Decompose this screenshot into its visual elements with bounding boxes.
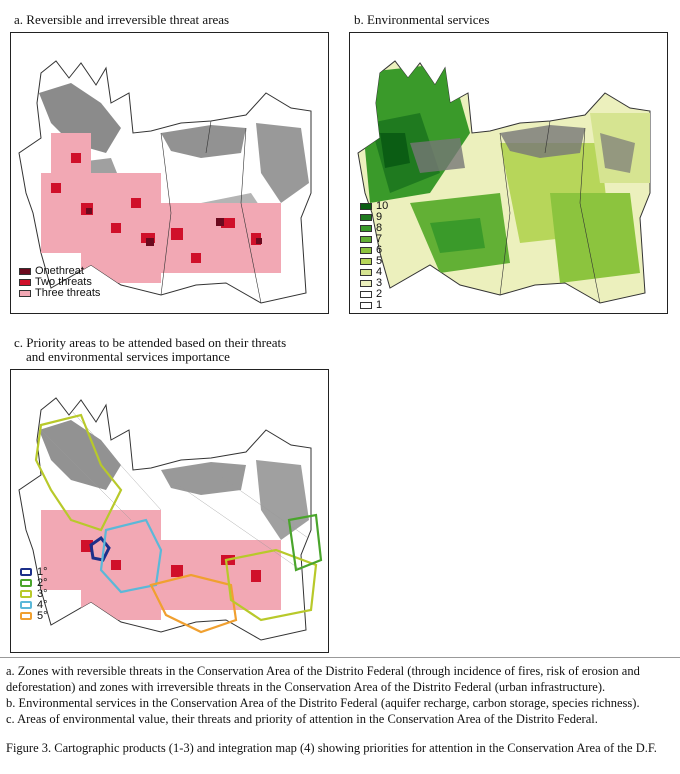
legend-label: 1	[376, 298, 383, 311]
legend-label: 2°	[37, 576, 48, 589]
legend-item: 3	[360, 276, 388, 289]
environmental-services-map[interactable]	[349, 32, 668, 314]
caption-divider	[0, 657, 680, 658]
priority-map[interactable]	[10, 369, 329, 653]
legend-item: 4	[360, 265, 388, 278]
environmental-map-canvas	[357, 60, 651, 304]
legend-swatch	[360, 268, 372, 276]
legend-swatch	[20, 568, 32, 576]
threat-map-canvas	[18, 60, 312, 304]
legend-swatch	[360, 301, 372, 309]
legend-label: Three threats	[35, 286, 101, 299]
caption-a: a. Zones with reversible threats in the …	[6, 664, 640, 694]
legend-item: Two threats	[19, 275, 100, 288]
legend-label: 5	[376, 254, 383, 267]
legend-item: 4°	[20, 598, 48, 611]
legend-item: 6	[360, 243, 388, 256]
legend-swatch	[360, 202, 372, 210]
legend-label: 8	[376, 221, 383, 234]
legend-label: Two threats	[35, 275, 92, 288]
legend-item: 10	[360, 199, 389, 212]
legend-swatch	[20, 579, 32, 587]
legend-swatch	[360, 290, 372, 298]
legend-swatch	[19, 289, 31, 297]
figure-caption: Figure 3. Cartographic products (1-3) an…	[6, 741, 657, 755]
legend-label: 4°	[37, 598, 48, 611]
caption-c: c. Areas of environmental value, their t…	[6, 712, 598, 726]
legend-item: 5°	[20, 609, 48, 622]
legend-item: Onethreat	[19, 264, 100, 277]
legend-item: Three threats	[19, 286, 101, 299]
legend-item: 8	[360, 221, 388, 234]
legend-swatch	[360, 224, 372, 232]
panel-b-title: b. Environmental services	[354, 12, 490, 27]
legend-swatch	[19, 278, 31, 286]
legend-item: 1°	[20, 565, 48, 578]
legend-label: 4	[376, 265, 383, 278]
legend-item: 3°	[20, 587, 48, 600]
panel-c-title-line1: c. Priority areas to be attended based o…	[14, 335, 287, 350]
legend-item: 7	[360, 232, 388, 245]
threat-cells	[39, 83, 309, 303]
legend-swatch	[360, 213, 372, 221]
legend-item: 1	[360, 298, 388, 311]
legend-label: 1°	[37, 565, 48, 578]
legend-swatch	[360, 257, 372, 265]
legend-label: 7	[376, 232, 383, 245]
legend-swatch	[19, 267, 31, 275]
environmental-legend: 10 9 8 7 6 5 4 3 2 1	[360, 199, 389, 311]
legend-item: 5	[360, 254, 388, 267]
legend-label: 10	[376, 199, 389, 212]
priority-map-canvas	[18, 397, 323, 641]
legend-swatch	[20, 601, 32, 609]
service-cells	[358, 63, 650, 303]
legend-label: Onethreat	[35, 264, 84, 277]
priority-cells	[39, 409, 311, 620]
legend-label: 9	[376, 210, 383, 223]
legend-item: 2	[360, 287, 388, 300]
legend-swatch	[360, 279, 372, 287]
legend-label: 2	[376, 287, 383, 300]
legend-swatch	[360, 235, 372, 243]
priority-legend: 1° 2° 3° 4° 5°	[20, 565, 48, 622]
legend-swatch	[20, 590, 32, 598]
legend-label: 3°	[37, 587, 48, 600]
panel-a-title: a. Reversible and irreversible threat ar…	[14, 12, 230, 27]
threat-legend: Onethreat Two threats Three threats	[19, 264, 101, 299]
legend-item: 2°	[20, 576, 48, 589]
panel-c-title-line2: and environmental services importance	[26, 349, 230, 364]
priority-zones	[34, 413, 323, 634]
legend-swatch	[20, 612, 32, 620]
legend-label: 6	[376, 243, 383, 256]
legend-label: 5°	[37, 609, 48, 622]
legend-swatch	[360, 246, 372, 254]
threat-map[interactable]	[10, 32, 329, 314]
caption-b: b. Environmental services in the Conserv…	[6, 696, 640, 710]
legend-label: 3	[376, 276, 383, 289]
legend-item: 9	[360, 210, 388, 223]
